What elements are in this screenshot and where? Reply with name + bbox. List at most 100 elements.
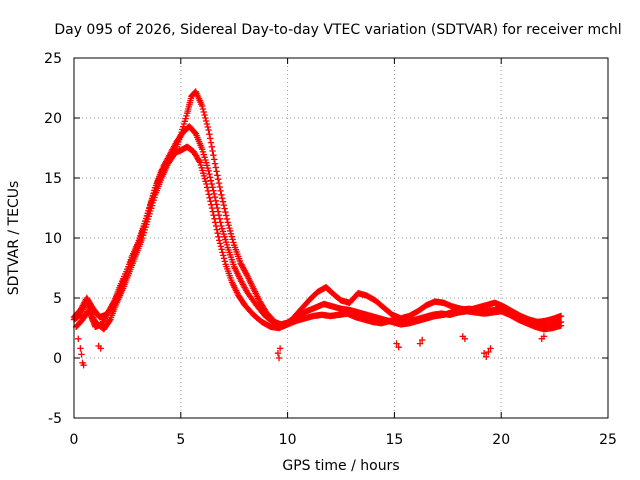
y-tick-labels: -5 0 5 10 15 20 25 xyxy=(44,51,62,427)
data-point-marker xyxy=(199,105,207,113)
data-point-marker xyxy=(416,340,424,347)
x-tick-label: 20 xyxy=(492,432,510,448)
data-point-marker xyxy=(214,230,221,237)
data-point-marker xyxy=(480,350,488,357)
data-point-marker xyxy=(210,212,217,219)
data-point-marker xyxy=(222,212,230,219)
data-point-marker xyxy=(210,156,218,163)
data-point-marker xyxy=(205,167,212,174)
data-point-marker xyxy=(205,126,212,134)
data-point-marker xyxy=(487,345,494,352)
data-point-marker xyxy=(216,237,223,244)
data-point-marker xyxy=(276,345,284,352)
y-tick-label: -5 xyxy=(48,411,62,427)
data-points xyxy=(70,88,565,369)
data-point-marker xyxy=(219,198,227,205)
x-tick-label: 10 xyxy=(279,432,297,448)
data-point-marker xyxy=(226,224,233,232)
data-point-marker xyxy=(208,180,215,188)
data-point-marker xyxy=(202,114,209,122)
x-tick-label: 5 xyxy=(176,432,185,448)
data-point-marker xyxy=(223,215,231,223)
data-point-marker xyxy=(209,184,216,191)
data-point-marker xyxy=(228,233,235,240)
y-tick-label: 25 xyxy=(44,51,62,67)
data-point-marker xyxy=(211,160,219,167)
x-tick-labels: 0 5 10 15 20 25 xyxy=(70,432,617,448)
data-point-marker xyxy=(210,152,217,159)
data-point-marker xyxy=(461,335,469,342)
data-point-marker xyxy=(206,194,213,201)
y-tick-label: 0 xyxy=(53,351,62,367)
data-point-marker xyxy=(206,135,214,142)
data-point-marker xyxy=(227,230,235,237)
data-point-marker xyxy=(208,204,216,212)
data-point-marker xyxy=(214,204,221,212)
data-point-marker xyxy=(483,353,490,360)
y-tick-label: 5 xyxy=(53,291,62,307)
axis-ticks xyxy=(73,57,609,419)
data-point-marker xyxy=(210,190,218,198)
data-point-marker xyxy=(208,143,215,150)
data-point-marker xyxy=(218,191,225,198)
data-point-marker xyxy=(220,255,228,262)
x-tick-label: 25 xyxy=(599,432,617,448)
x-tick-label: 15 xyxy=(385,432,403,448)
data-point-marker xyxy=(216,215,223,222)
data-point-marker xyxy=(211,215,218,222)
data-point-marker xyxy=(418,336,426,344)
data-point-marker xyxy=(557,318,565,326)
data-point-marker xyxy=(206,170,213,178)
data-point-marker xyxy=(395,344,402,351)
x-axis-label: GPS time / hours xyxy=(282,458,399,474)
data-point-marker xyxy=(216,240,224,247)
data-point-marker xyxy=(75,335,82,342)
data-point-marker xyxy=(212,164,219,171)
x-tick-label: 0 xyxy=(70,432,79,448)
data-point-marker xyxy=(212,219,219,226)
data-point-marker xyxy=(217,187,224,195)
data-point-marker xyxy=(393,340,400,347)
data-point-marker xyxy=(229,236,236,243)
y-axis-label: SDTVAR / TECUs xyxy=(6,181,22,296)
data-point-marker xyxy=(200,108,207,116)
data-point-marker xyxy=(204,187,212,195)
data-point-marker xyxy=(224,219,231,226)
data-point-marker xyxy=(219,249,226,256)
data-point-marker xyxy=(212,197,219,204)
data-point-marker xyxy=(225,222,232,229)
data-point-marker xyxy=(275,354,283,362)
data-point-marker xyxy=(220,252,227,259)
data-point-marker xyxy=(222,208,229,216)
data-point-marker xyxy=(205,191,213,198)
data-point-marker xyxy=(213,226,221,233)
data-point-marker xyxy=(206,174,214,181)
data-point-marker xyxy=(78,351,85,358)
data-point-marker xyxy=(196,157,203,165)
data-point-marker xyxy=(203,180,210,188)
data-point-marker xyxy=(485,348,492,356)
data-point-marker xyxy=(207,177,215,184)
y-tick-label: 15 xyxy=(44,171,62,187)
data-point-marker xyxy=(206,131,213,138)
y-tick-label: 10 xyxy=(44,231,62,247)
data-point-marker xyxy=(209,208,217,215)
data-point-marker xyxy=(204,184,211,191)
data-point-marker xyxy=(207,198,214,205)
data-point-marker xyxy=(213,201,220,208)
data-point-marker xyxy=(226,227,234,235)
data-point-marker xyxy=(212,222,220,230)
data-point-marker xyxy=(221,205,228,212)
data-point-marker xyxy=(214,176,222,183)
data-point-marker xyxy=(213,168,220,175)
chart-title: Day 095 of 2026, Sidereal Day-to-day VTE… xyxy=(54,22,621,38)
data-point-marker xyxy=(215,233,222,240)
data-point-marker xyxy=(210,187,217,194)
data-point-marker xyxy=(220,201,227,209)
data-point-marker xyxy=(203,120,211,128)
data-point-marker xyxy=(218,246,225,253)
data-point-marker xyxy=(230,239,237,246)
data-point-marker xyxy=(215,179,223,187)
